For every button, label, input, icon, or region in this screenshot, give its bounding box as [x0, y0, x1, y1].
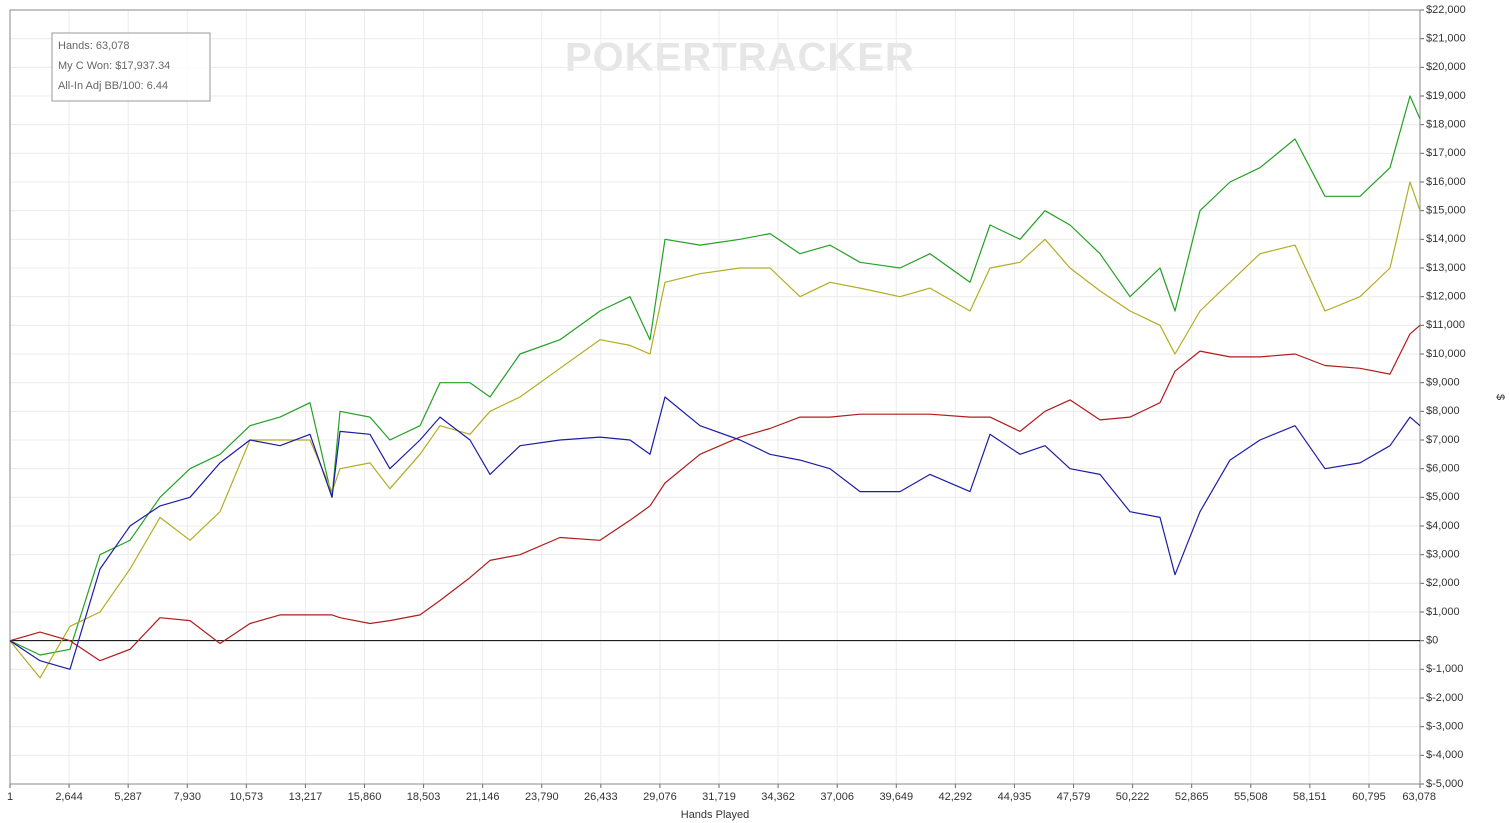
info-frame — [51, 32, 211, 102]
x-tick-label: 55,508 — [1234, 791, 1268, 803]
info-bb: All-In Adj BB/100: 6.44 — [58, 80, 168, 92]
y-tick-label: $14,000 — [1426, 233, 1466, 245]
y-tick-label: $20,000 — [1426, 61, 1466, 73]
y-tick-label: $3,000 — [1426, 549, 1460, 561]
y-tick-label: $0 — [1426, 635, 1438, 647]
y-tick-label: $6,000 — [1426, 463, 1460, 475]
y-tick-label: $18,000 — [1426, 119, 1466, 131]
info-box: Hands: 63,078 My C Won: $17,937.34 All-I… — [51, 32, 211, 102]
y-tick-label: $5,000 — [1426, 491, 1460, 503]
x-tick-label: 5,287 — [114, 791, 142, 803]
x-tick-label: 63,078 — [1402, 791, 1436, 803]
x-tick-label: 2,644 — [55, 791, 83, 803]
x-tick-label: 10,573 — [229, 791, 263, 803]
watermark: POKERTRACKER — [565, 36, 915, 80]
y-tick-label: $-1,000 — [1426, 663, 1463, 675]
x-tick-label: 18,503 — [407, 791, 441, 803]
y-tick-label: $12,000 — [1426, 291, 1466, 303]
series-line — [9, 95, 1421, 656]
y-tick-label: $15,000 — [1426, 205, 1466, 217]
x-tick-label: 37,006 — [820, 791, 854, 803]
y-tick-label: $1,000 — [1426, 606, 1460, 618]
y-tick-label: $8,000 — [1426, 405, 1460, 417]
y-tick-label: $19,000 — [1426, 90, 1466, 102]
y-tick-label: $9,000 — [1426, 377, 1460, 389]
series-line — [9, 324, 1421, 662]
x-tick-label: 34,362 — [761, 791, 795, 803]
y-tick-label: $-5,000 — [1426, 778, 1463, 790]
grid: $22,000 $21,000 $20,000 $19,000 $18,000 $17,0… — [7, 4, 1466, 803]
y-tick-label: $10,000 — [1426, 348, 1466, 360]
x-tick-label: 44,935 — [998, 791, 1032, 803]
x-axis-label: Hands Played — [681, 809, 750, 821]
y-tick-label: $-4,000 — [1426, 749, 1463, 761]
x-tick-label: 29,076 — [643, 791, 677, 803]
x-tick-label: 15,860 — [348, 791, 382, 803]
x-tick-label: 60,795 — [1352, 791, 1386, 803]
y-tick-label: $16,000 — [1426, 176, 1466, 188]
x-tick-label: 47,579 — [1057, 791, 1091, 803]
x-tick-label: 50,222 — [1116, 791, 1150, 803]
x-tick-label: 58,151 — [1293, 791, 1327, 803]
x-tick-label: 7,930 — [173, 791, 201, 803]
x-tick-label: 42,292 — [939, 791, 973, 803]
y-axis-label: $ — [1494, 394, 1506, 400]
y-tick-label: $17,000 — [1426, 147, 1466, 159]
x-tick-label: 31,719 — [702, 791, 736, 803]
series-line — [9, 181, 1421, 679]
x-tick-label: 26,433 — [584, 791, 618, 803]
series-line — [9, 396, 1421, 670]
info-won: My C Won: $17,937.34 — [58, 60, 170, 72]
x-tick-label: 23,790 — [525, 791, 559, 803]
y-tick-label: $-2,000 — [1426, 692, 1463, 704]
x-tick-label: 1 — [7, 791, 13, 803]
y-tick-label: $2,000 — [1426, 577, 1460, 589]
x-tick-label: 21,146 — [466, 791, 500, 803]
y-tick-label: $21,000 — [1426, 33, 1466, 45]
x-tick-label: 13,217 — [289, 791, 323, 803]
plot-frame — [9, 9, 1421, 785]
y-tick-label: $-3,000 — [1426, 721, 1463, 733]
y-tick-label: $22,000 — [1426, 4, 1466, 16]
x-tick-label: 39,649 — [879, 791, 913, 803]
y-tick-label: $13,000 — [1426, 262, 1466, 274]
info-hands: Hands: 63,078 — [58, 40, 130, 52]
lines — [9, 95, 1421, 679]
y-tick-label: $4,000 — [1426, 520, 1460, 532]
y-tick-label: $7,000 — [1426, 434, 1460, 446]
y-tick-label: $11,000 — [1426, 319, 1465, 331]
x-tick-label: 52,865 — [1175, 791, 1209, 803]
